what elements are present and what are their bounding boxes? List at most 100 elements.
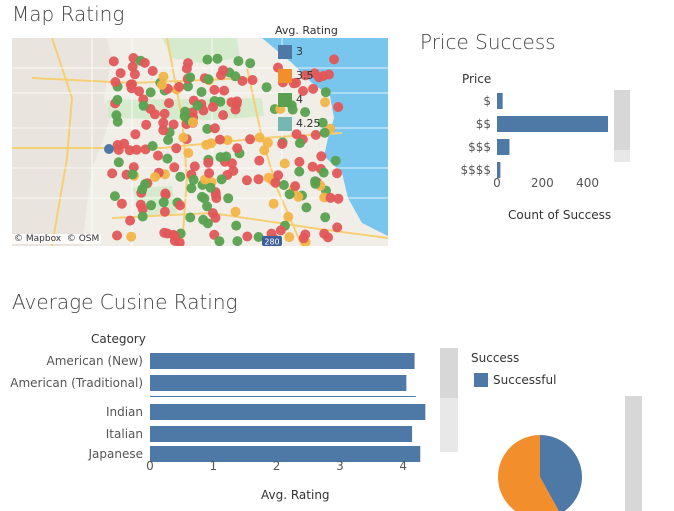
- map-point: [273, 170, 284, 181]
- price-chart-title: Price Success: [420, 30, 556, 54]
- map-point: [210, 212, 221, 223]
- cuisine-scroll-thumb[interactable]: [440, 348, 458, 398]
- map-point: [317, 117, 328, 128]
- legend-swatch-4-25: [278, 117, 292, 131]
- map-point: [178, 132, 189, 143]
- map-point: [320, 212, 331, 223]
- map-point: [233, 56, 244, 67]
- price-x-axis: 0 200 400: [420, 176, 620, 196]
- pie-scrollbar[interactable]: [625, 396, 642, 511]
- success-legend-title: Success: [471, 351, 520, 365]
- pie-chart[interactable]: [495, 420, 595, 511]
- map-point: [318, 167, 329, 178]
- map-point: [169, 162, 180, 173]
- map-point: [212, 53, 223, 64]
- map-point: [230, 206, 241, 217]
- cuisine-x-tick: 2: [272, 459, 281, 473]
- map-point: [231, 220, 242, 231]
- cuisine-x-tick: 1: [209, 459, 218, 473]
- map-point: [196, 87, 207, 97]
- map-canvas[interactable]: 280: [12, 38, 388, 246]
- price-category-label: $$$: [468, 140, 491, 154]
- map-point: [270, 177, 281, 188]
- map-point: [298, 86, 308, 96]
- map-point: [175, 171, 186, 182]
- price-x-tick: 0: [493, 176, 501, 190]
- map-point: [316, 151, 327, 162]
- map-point: [175, 200, 185, 211]
- cuisine-x-tick: 3: [336, 459, 344, 473]
- map-point: [242, 231, 253, 242]
- map-point: [183, 81, 193, 92]
- legend-label-4-25: 4.25: [296, 117, 321, 130]
- map-point: [169, 235, 180, 246]
- map-point: [160, 188, 171, 199]
- map-point: [208, 101, 218, 112]
- map-point: [140, 179, 150, 190]
- map-point: [163, 135, 174, 145]
- price-scroll-thumb[interactable]: [614, 90, 630, 150]
- map-point: [116, 198, 127, 209]
- map-title: Map Rating: [12, 2, 125, 26]
- map-point: [287, 104, 298, 115]
- map-point: [159, 206, 170, 217]
- map-point: [294, 138, 305, 149]
- map-point: [283, 211, 294, 222]
- map-point: [332, 222, 343, 233]
- map-point: [150, 172, 160, 182]
- map-point: [223, 193, 234, 204]
- map-point: [298, 233, 309, 244]
- cuisine-chart[interactable]: American (New) American (Traditional) Indi…: [0, 345, 440, 475]
- map-point: [284, 189, 295, 200]
- map-point: [130, 129, 141, 140]
- price-chart[interactable]: $ $$ $$$ $$$$: [420, 88, 620, 208]
- map-point: [171, 143, 182, 154]
- map-point: [253, 232, 264, 242]
- price-bar: [497, 93, 503, 109]
- map-point: [185, 72, 196, 83]
- price-bar: [497, 162, 501, 178]
- map-point: [215, 152, 226, 163]
- price-chart-scrollbar[interactable]: [614, 90, 630, 162]
- map-point: [181, 63, 192, 74]
- map-point: [159, 227, 170, 238]
- map-point: [214, 134, 225, 145]
- map-point: [189, 161, 200, 172]
- map-point: [294, 166, 305, 177]
- cuisine-x-tick: 0: [146, 459, 154, 473]
- map-point: [284, 232, 295, 243]
- cuisine-chart-scrollbar[interactable]: [440, 348, 458, 452]
- legend-swatch-3-5: [278, 69, 292, 83]
- cuisine-axis-header: Category: [91, 332, 146, 346]
- map-point: [141, 119, 152, 130]
- map-point: [129, 69, 140, 80]
- map-point: [145, 87, 156, 98]
- map-point: [198, 214, 209, 225]
- map-point: [261, 82, 272, 93]
- success-swatch: [474, 373, 488, 387]
- map-point: [112, 116, 123, 127]
- map-point: [138, 100, 149, 111]
- map-point: [197, 191, 207, 202]
- map-point: [109, 191, 120, 202]
- map-point: [158, 125, 169, 136]
- map-point: [203, 74, 214, 85]
- price-category-label: $: [483, 94, 491, 108]
- map-point: [227, 158, 237, 169]
- map-point: [254, 132, 265, 143]
- map-point: [126, 231, 137, 242]
- map-point: [131, 144, 142, 155]
- map-point: [137, 204, 148, 215]
- map-point: [127, 61, 138, 72]
- map-point: [110, 77, 121, 87]
- cuisine-bar: [150, 446, 421, 462]
- map-point: [107, 168, 118, 179]
- cuisine-category-label: American (New): [47, 354, 143, 368]
- map-point: [320, 87, 331, 98]
- pie-scroll-thumb[interactable]: [625, 396, 642, 511]
- map-view[interactable]: 280 © Mapbox © OSM: [12, 38, 388, 246]
- map-point: [104, 144, 114, 154]
- map-point: [247, 75, 258, 85]
- map-point: [112, 94, 123, 105]
- map-attribution[interactable]: © Mapbox © OSM: [12, 234, 102, 244]
